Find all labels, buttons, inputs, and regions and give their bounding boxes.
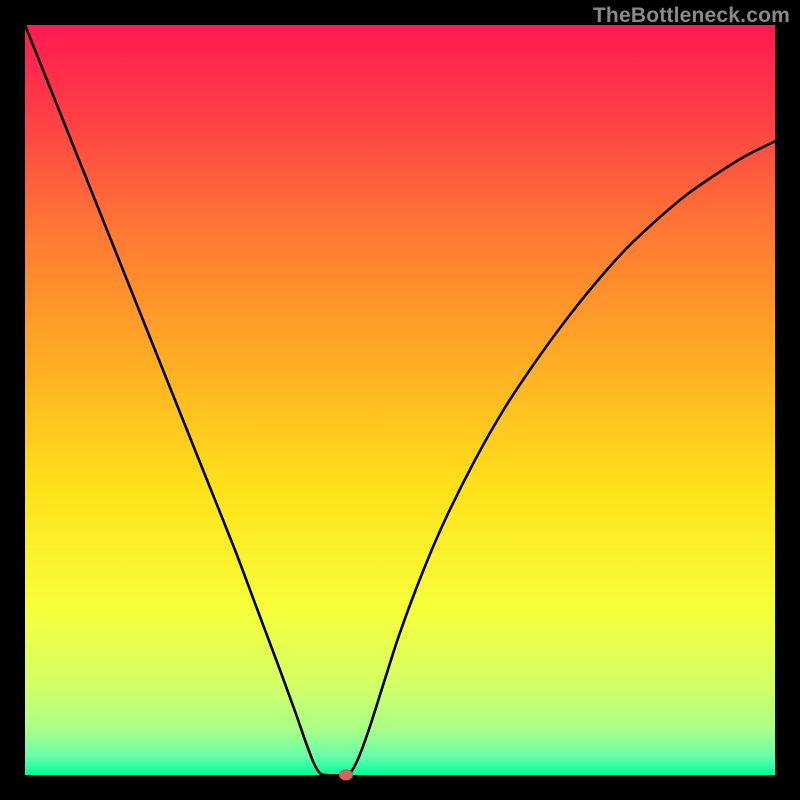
plot-area <box>25 25 775 775</box>
watermark-text: TheBottleneck.com <box>593 4 790 28</box>
chart-canvas: TheBottleneck.com <box>0 0 800 800</box>
optimum-marker <box>339 770 353 781</box>
curve-layer <box>25 25 775 775</box>
bottleneck-curve <box>25 25 775 775</box>
